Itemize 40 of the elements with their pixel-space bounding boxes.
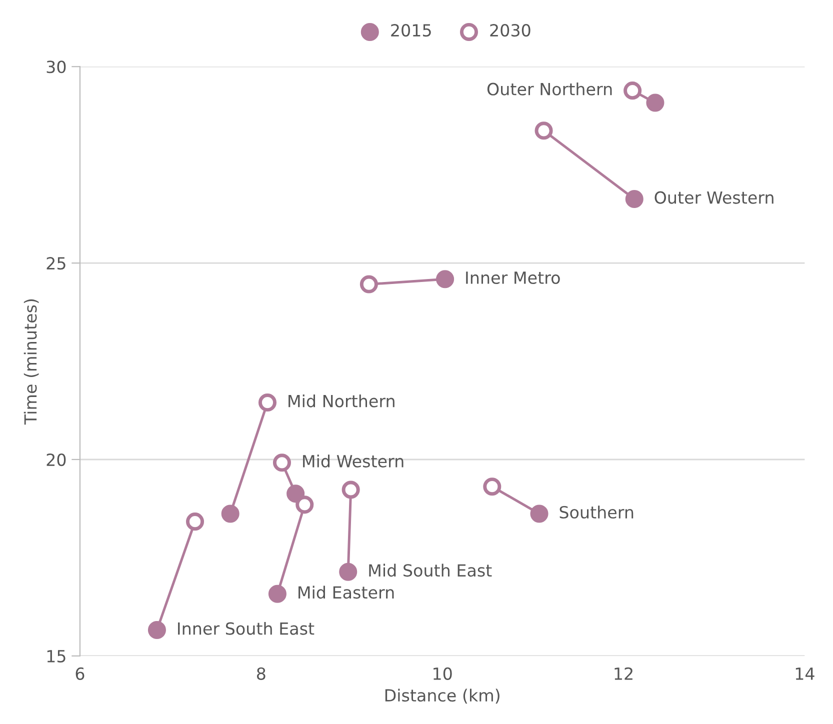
point xyxy=(286,484,305,503)
point xyxy=(268,584,286,603)
point xyxy=(296,496,314,514)
annotation: Inner South East xyxy=(178,622,314,635)
annotation: Southern xyxy=(560,506,634,519)
point xyxy=(221,504,240,523)
legend-label: 2030 xyxy=(490,24,530,37)
y-tick-label: 20 xyxy=(46,453,66,466)
point xyxy=(530,504,548,523)
y-tick-label: 15 xyxy=(47,650,66,663)
x-tick-label: 12 xyxy=(614,667,632,680)
point xyxy=(436,270,454,288)
y-tick-label: 25 xyxy=(46,257,66,270)
annotation: Mid Western xyxy=(303,454,404,468)
annotation: Mid South East xyxy=(369,564,492,577)
point xyxy=(625,190,644,208)
point xyxy=(342,480,360,499)
point xyxy=(186,512,204,531)
y-tick-label: 30 xyxy=(46,60,66,74)
point xyxy=(483,478,502,496)
annotation: Outer Western xyxy=(654,191,774,204)
legend-label: 2015 xyxy=(391,24,431,37)
point xyxy=(646,94,664,112)
annotation: Mid Northern xyxy=(288,394,394,408)
annotation: Mid Eastern xyxy=(298,586,394,599)
x-tick-label: 10 xyxy=(434,667,452,680)
x-tick-label: 6 xyxy=(76,667,84,680)
point xyxy=(360,275,378,294)
x-tick-label: 14 xyxy=(796,668,814,680)
point xyxy=(534,122,553,140)
annotation: Inner Metro xyxy=(466,272,560,284)
x-axis-title: Distance (km) xyxy=(385,688,500,704)
x-tick-label: 8 xyxy=(256,667,266,680)
annotation: Outer Northern xyxy=(487,82,612,96)
point xyxy=(339,562,358,581)
point xyxy=(624,82,642,100)
point xyxy=(258,394,277,412)
y-axis-title: Time (minutes) xyxy=(24,299,39,425)
point xyxy=(272,454,291,472)
point xyxy=(148,620,166,640)
